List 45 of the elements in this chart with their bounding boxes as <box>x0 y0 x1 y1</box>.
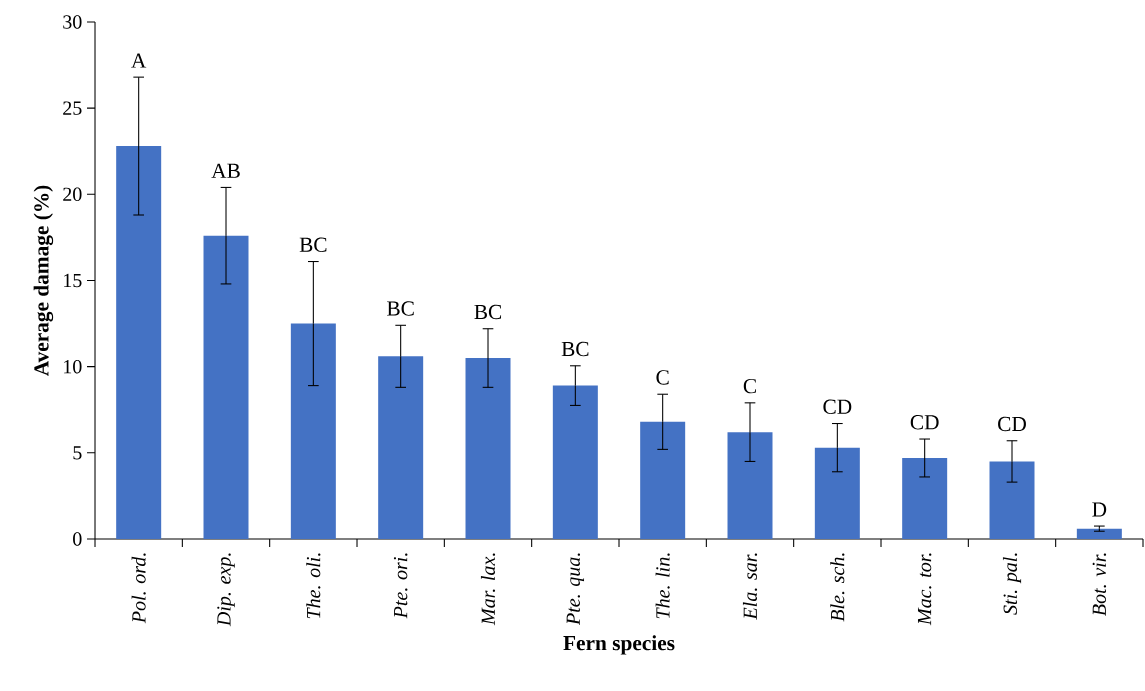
annotation: CD <box>823 399 852 414</box>
x-tick-label: Mar. lax. <box>480 553 496 626</box>
bar <box>465 358 511 539</box>
x-tick-label: Sti. pal. <box>1002 553 1022 615</box>
annotation: CD <box>910 415 939 430</box>
bar <box>1076 528 1122 539</box>
annotation: BC <box>474 304 502 320</box>
y-tick-label: 0 <box>73 532 82 546</box>
annotation: C <box>656 370 669 385</box>
x-tick-label: Ela. sar. <box>742 553 758 620</box>
x-tick-label: Pol. ord. <box>131 553 146 624</box>
x-axis-title: Fern species <box>563 635 675 655</box>
y-axis-title: Average damage (%) <box>33 185 54 377</box>
annotation: A <box>131 53 147 68</box>
y-tick-label: 5 <box>73 446 82 460</box>
bar <box>116 146 162 539</box>
y-tick-label: 10 <box>64 359 82 374</box>
y-tick-label: 30 <box>63 15 82 29</box>
annotation: BC <box>299 237 327 252</box>
annotation: BC <box>387 301 414 316</box>
bar <box>814 447 860 539</box>
x-tick-label: Bot. vir. <box>1092 553 1107 616</box>
y-tick-label: 15 <box>64 273 82 288</box>
annotation: C <box>743 378 756 394</box>
x-tick-label: Ble. sch. <box>830 553 845 622</box>
bar <box>203 235 249 539</box>
bar <box>552 385 598 539</box>
bar <box>290 323 336 539</box>
x-tick-label: Mac. tor. <box>917 553 932 626</box>
bar <box>640 421 686 539</box>
bar <box>727 432 773 539</box>
annotation: BC <box>561 341 589 357</box>
annotation: CD <box>998 416 1026 432</box>
bar <box>378 356 424 539</box>
x-tick-label: Dip. exp. <box>217 553 235 627</box>
x-tick-label: Pte. qua. <box>566 553 585 626</box>
annotation: D <box>1092 502 1107 517</box>
bar <box>989 461 1035 539</box>
y-tick-label: 25 <box>63 101 82 115</box>
y-tick-label: 20 <box>63 187 82 202</box>
bar <box>902 457 948 539</box>
x-tick-label: The. oli. <box>306 553 321 619</box>
annotation: AB <box>211 163 240 178</box>
x-tick-label: The. lin. <box>655 553 670 619</box>
x-tick-label: Pte. ori. <box>393 553 408 619</box>
